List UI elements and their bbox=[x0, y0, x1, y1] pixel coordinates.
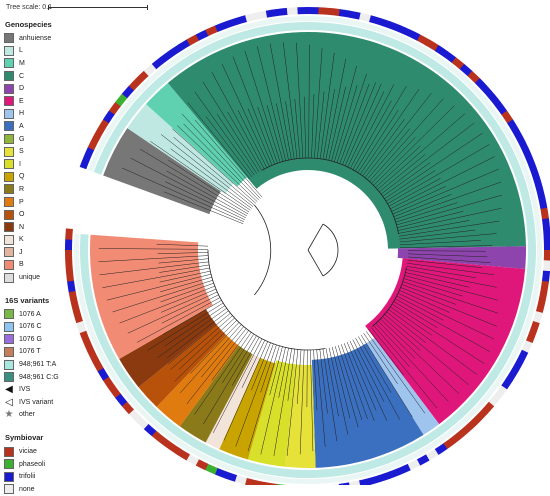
phylogenetic-tree bbox=[0, 0, 550, 485]
symbiovar-swatch bbox=[4, 484, 14, 494]
symbiovar-label: none bbox=[19, 486, 35, 493]
